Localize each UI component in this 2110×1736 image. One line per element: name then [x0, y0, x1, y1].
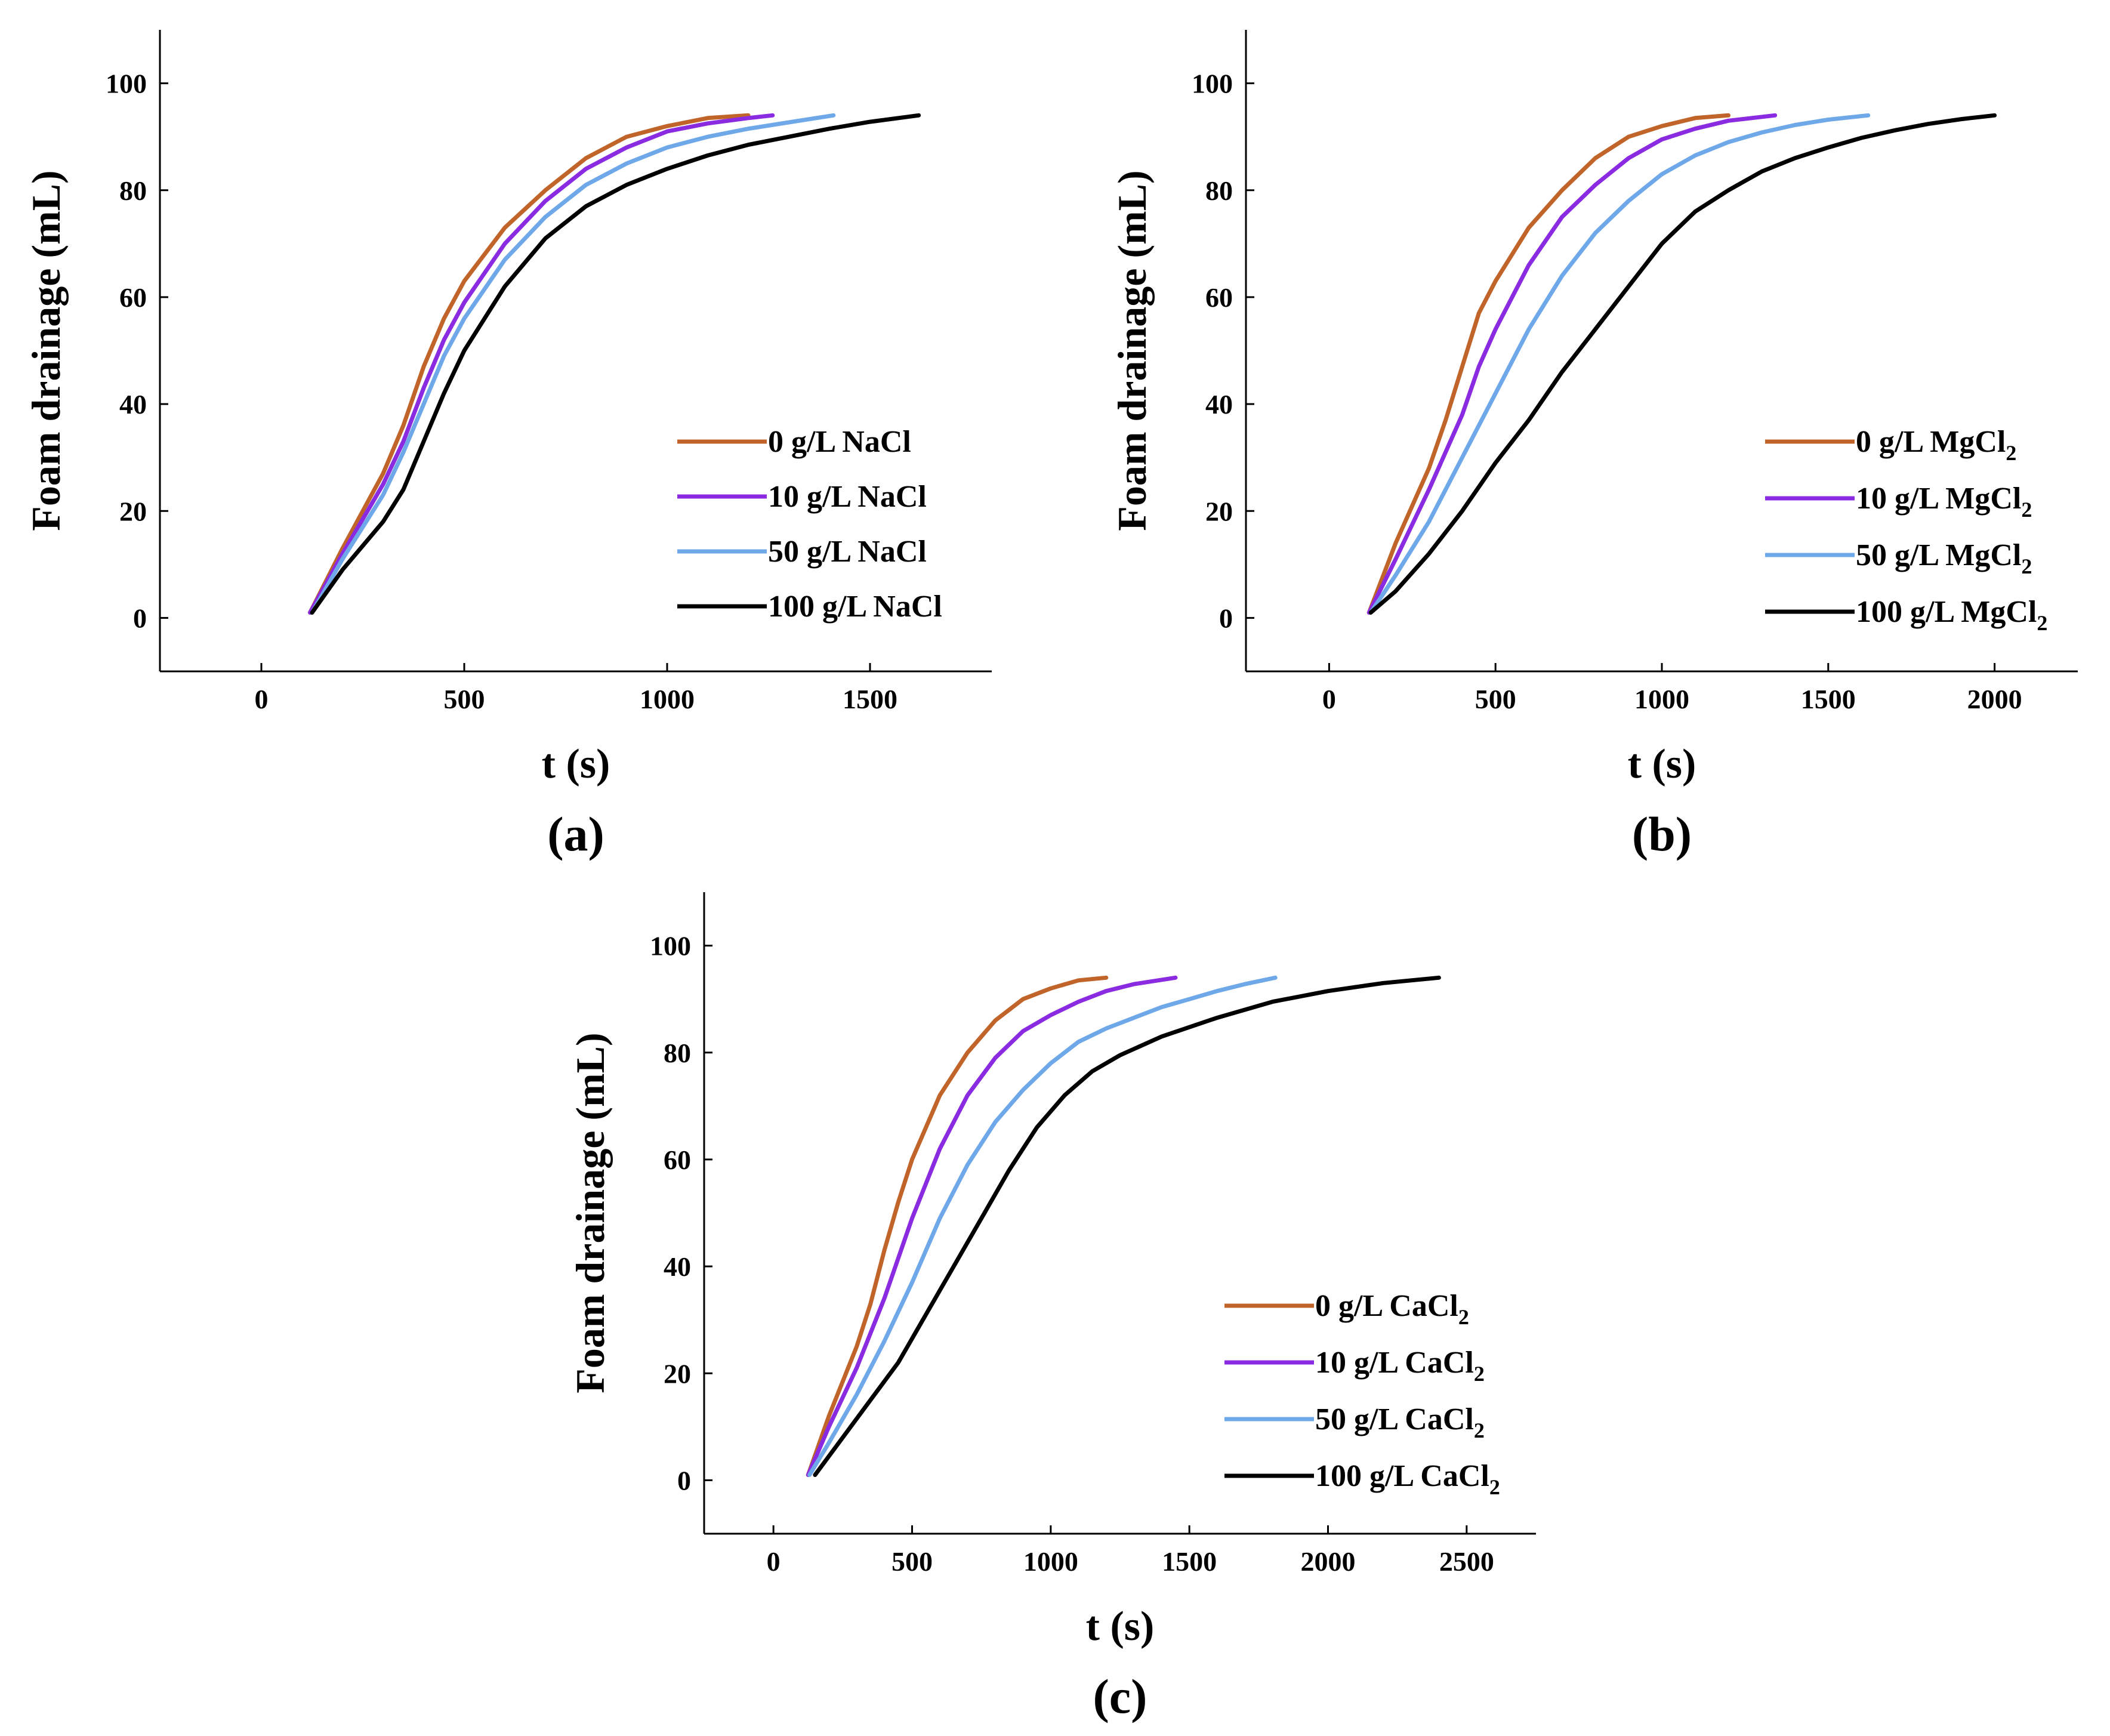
x-tick-label: 1500 [1801, 684, 1856, 714]
y-axis-label: Foam drainage (mL) [567, 1032, 613, 1393]
x-tick-label: 500 [444, 684, 485, 714]
x-tick-label: 2000 [1967, 684, 2022, 714]
y-tick-label: 80 [1205, 175, 1233, 206]
series-line [807, 975, 1278, 1477]
x-tick-label: 1000 [1634, 684, 1689, 714]
series-line [310, 113, 921, 615]
legend-label: 10 g/L NaCl [768, 480, 927, 514]
y-tick-label: 100 [1192, 69, 1233, 99]
series-line [310, 113, 836, 615]
legend-label: 100 g/L MgCl2 [1856, 595, 2047, 635]
panel-label: (b) [1632, 807, 1692, 861]
x-tick-label: 0 [767, 1546, 781, 1577]
y-tick-label: 20 [1205, 496, 1233, 526]
x-tick-label: 1500 [1162, 1546, 1217, 1577]
y-tick-label: 60 [119, 282, 147, 313]
x-tick-label: 0 [255, 684, 269, 714]
y-tick-label: 100 [650, 931, 691, 961]
y-tick-label: 0 [133, 603, 147, 633]
y-axis-label: Foam drainage (mL) [23, 170, 69, 531]
y-axis-label: Foam drainage (mL) [1109, 170, 1155, 531]
x-axis-label: t (s) [1628, 741, 1696, 787]
panel-label: (c) [1093, 1669, 1147, 1723]
x-axis-label: t (s) [542, 741, 610, 787]
legend-label: 50 g/L CaCl2 [1315, 1402, 1485, 1442]
series-line [1368, 113, 1997, 615]
y-tick-label: 40 [119, 389, 147, 420]
series-line [806, 975, 1178, 1477]
legend-label: 100 g/L CaCl2 [1315, 1459, 1500, 1499]
series-line [308, 113, 751, 615]
series-line [1368, 113, 1871, 615]
series-line [813, 975, 1441, 1477]
y-tick-label: 80 [664, 1038, 691, 1068]
legend-label: 0 g/L NaCl [768, 425, 911, 459]
y-tick-label: 100 [106, 69, 147, 99]
legend-label: 50 g/L NaCl [768, 535, 927, 569]
y-tick-label: 0 [1219, 603, 1233, 633]
y-tick-label: 20 [664, 1358, 691, 1389]
legend-label: 10 g/L MgCl2 [1856, 482, 2032, 522]
y-tick-label: 60 [1205, 282, 1233, 313]
legend-label: 100 g/L NaCl [768, 590, 942, 624]
y-tick-label: 60 [664, 1145, 691, 1175]
x-tick-label: 0 [1322, 684, 1336, 714]
x-tick-label: 500 [891, 1546, 933, 1577]
x-tick-label: 500 [1475, 684, 1516, 714]
legend-label: 50 g/L MgCl2 [1856, 538, 2032, 578]
series-line [1366, 113, 1730, 615]
series-line [308, 113, 775, 615]
x-tick-label: 1000 [640, 684, 695, 714]
y-tick-label: 80 [119, 175, 147, 206]
legend-label: 0 g/L CaCl2 [1315, 1289, 1469, 1329]
y-tick-label: 40 [1205, 389, 1233, 420]
legend-label: 10 g/L CaCl2 [1315, 1346, 1485, 1386]
x-axis-label: t (s) [1086, 1604, 1155, 1649]
x-tick-label: 2000 [1301, 1546, 1356, 1577]
series-line [806, 975, 1109, 1477]
legend-label: 0 g/L MgCl2 [1856, 425, 2016, 465]
y-tick-label: 20 [119, 496, 147, 526]
panel-label: (a) [547, 807, 604, 861]
series-line [1366, 113, 1778, 615]
x-tick-label: 1000 [1023, 1546, 1078, 1577]
y-tick-label: 0 [677, 1465, 691, 1496]
y-tick-label: 40 [664, 1251, 691, 1282]
x-tick-label: 1500 [843, 684, 897, 714]
x-tick-label: 2500 [1439, 1546, 1494, 1577]
